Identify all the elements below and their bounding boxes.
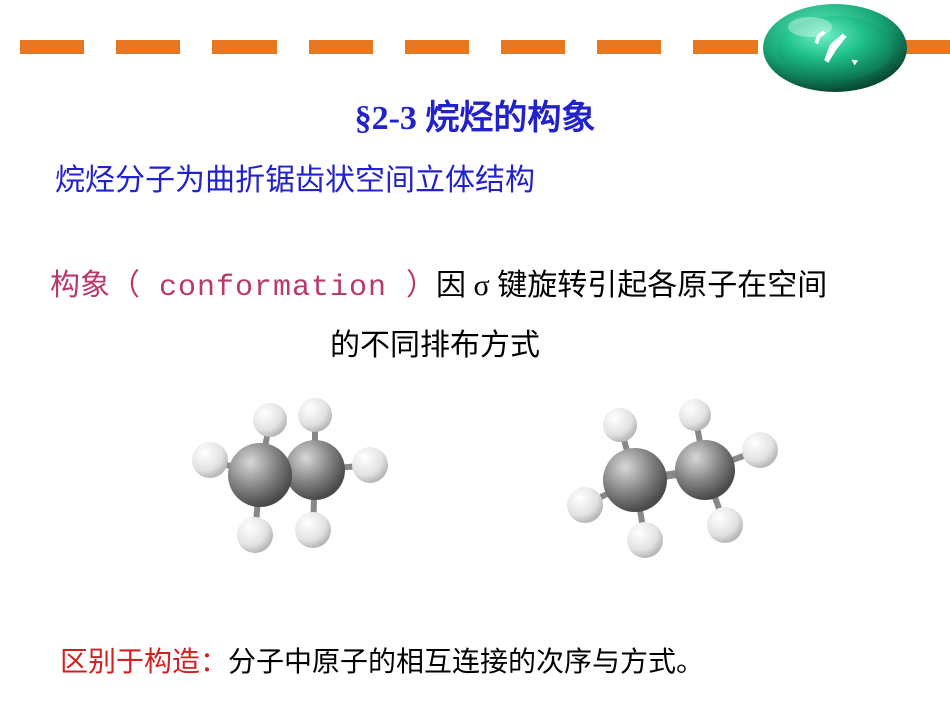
definition-term: 构象 <box>50 269 110 302</box>
dash-segment <box>693 40 757 54</box>
definition-english: conformation <box>140 271 406 305</box>
footer-emphasis: 区别于构造： <box>60 647 228 678</box>
molecule-eclipsed <box>155 375 415 575</box>
dash-segment <box>116 40 180 54</box>
footer-text: 分子中原子的相互连接的次序与方式。 <box>228 647 704 678</box>
definition-line-1: 构象（ conformation ）因 σ 键旋转引起各原子在空间 <box>50 260 827 305</box>
dash-segment <box>597 40 661 54</box>
paren-close: ） <box>406 269 436 302</box>
dash-segment <box>501 40 565 54</box>
dash-segment <box>20 40 84 54</box>
molecule-diagrams <box>100 375 860 575</box>
dash-segment <box>405 40 469 54</box>
airplane-badge <box>760 2 910 94</box>
definition-line-2: 的不同排布方式 <box>330 320 540 364</box>
footer-note: 区别于构造：分子中原子的相互连接的次序与方式。 <box>60 640 704 680</box>
section-title: §2-3 烷烃的构象 <box>0 90 950 139</box>
dash-segment <box>212 40 276 54</box>
dash-segment <box>309 40 373 54</box>
molecule-staggered <box>525 375 805 575</box>
definition-rest1: 因 σ 键旋转引起各原子在空间 <box>436 269 827 302</box>
subtitle-text: 烷烃分子为曲折锯齿状空间立体结构 <box>55 155 535 199</box>
paren-open: （ <box>110 269 140 302</box>
